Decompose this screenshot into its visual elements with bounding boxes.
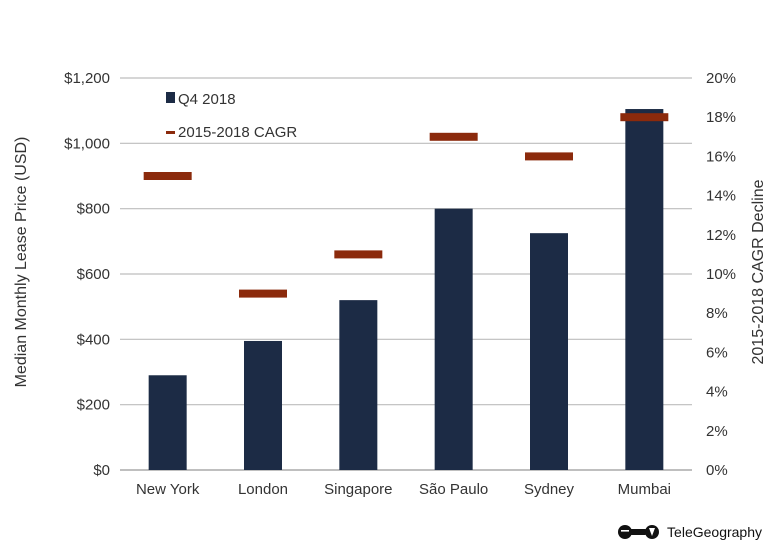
y2-tick-label: 2% [706,423,728,440]
cagr-dash [143,172,192,180]
y2-tick-label: 10% [706,266,736,283]
brand-name: TeleGeography [667,524,762,540]
y-tick-label: $600 [77,266,110,283]
y-tick-label: $800 [77,201,110,218]
y2-tick-label: 12% [706,227,736,244]
x-tick-label: Mumbai [618,481,671,498]
y-tick-label: $200 [77,397,110,414]
y-tick-label: $1,200 [64,70,110,87]
telegeography-brand: TeleGeography [617,524,762,540]
y2-tick-label: 6% [706,344,728,361]
left-axis-ticks: $0 $200 $400 $600 $800 $1,000 $1,200 [64,70,110,479]
category-labels: New York London Singapore São Paulo Sydney Mu… [136,481,671,498]
right-axis-ticks: 0% 2% 4% 6% 8% 10% 12% 14% 16% 18% 20% [706,70,736,479]
y2-tick-label: 14% [706,188,736,205]
cagr-dash [334,250,383,259]
x-tick-label: London [238,481,288,498]
y-tick-label: $0 [93,462,110,479]
x-tick-label: Singapore [324,481,392,498]
cagr-markers [143,113,669,298]
bar [148,375,187,470]
y-axis-title: Median Monthly Lease Price (USD) [13,137,30,388]
x-tick-label: New York [136,481,200,498]
y2-axis-title: 2015-2018 CAGR Decline [750,179,767,364]
grid-lines [120,77,692,471]
bar [530,233,568,470]
bar [339,300,378,470]
cagr-dash [429,132,478,141]
y2-tick-label: 16% [706,148,736,165]
bar [244,340,282,470]
legend: Q4 2018 2015-2018 CAGR [166,91,297,141]
bars [148,109,664,471]
y-tick-label: $400 [77,331,110,348]
telegeography-logo-icon [618,525,660,539]
x-tick-label: São Paulo [419,481,488,498]
bar [625,109,664,471]
cagr-dash [525,152,573,161]
cagr-dash [620,113,669,122]
legend-label-q4-2018: Q4 2018 [178,91,236,108]
legend-swatch-cagr [166,131,175,134]
y-tick-label: $1,000 [64,135,110,152]
y2-tick-label: 0% [706,462,728,479]
legend-swatch-q4-2018 [166,92,175,103]
y2-tick-label: 4% [706,384,728,401]
legend-label-cagr: 2015-2018 CAGR [178,124,297,141]
y2-tick-label: 18% [706,109,736,126]
x-tick-label: Sydney [524,481,575,498]
cagr-dash [239,289,287,298]
y2-tick-label: 20% [706,70,736,87]
y2-tick-label: 8% [706,305,728,322]
bar [434,208,473,470]
